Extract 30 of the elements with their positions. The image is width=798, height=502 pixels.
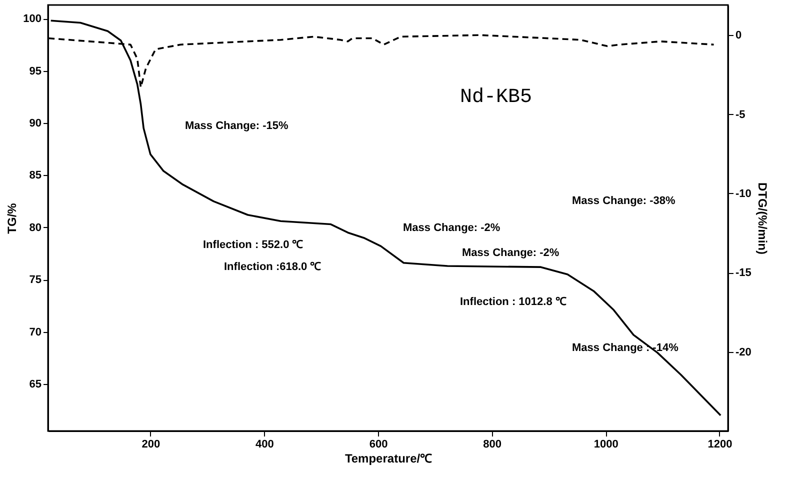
- y-tick-label: 100: [23, 13, 42, 26]
- y2-tick-label: -20: [736, 346, 752, 358]
- x-tick-label: 600: [369, 438, 388, 450]
- x-tick-label: 800: [483, 438, 502, 450]
- annotation: Inflection : 1012.8 ℃: [460, 296, 566, 308]
- x-tick-label: 1000: [594, 438, 618, 450]
- y2-tick-label: -5: [736, 108, 746, 121]
- x-tick-label: 200: [142, 438, 160, 450]
- x-tick-label: 400: [256, 438, 274, 450]
- y-tick-label: 95: [29, 65, 42, 78]
- y-tick-label: 80: [29, 222, 42, 234]
- y-axis-title: TG/%: [5, 202, 20, 234]
- annotation: Mass Change: -15%: [185, 120, 289, 132]
- y-tick-label: 65: [29, 378, 42, 391]
- y2-tick-label: 0: [736, 30, 742, 42]
- annotation: Mass Change: -2%: [462, 247, 560, 259]
- y2-tick-label: -10: [736, 188, 752, 200]
- y2-axis-title: DTG/(%/min): [755, 182, 770, 254]
- y-tick-label: 90: [29, 117, 42, 130]
- annotation: Inflection : 552.0 ℃: [203, 239, 304, 251]
- x-axis-title: Temperature/℃: [344, 452, 432, 466]
- annotation: Nd-KB5: [460, 86, 532, 109]
- annotation: Inflection :618.0 ℃: [224, 261, 322, 273]
- annotation: Mass Change: -2%: [403, 222, 500, 234]
- y2-tick-label: -15: [736, 267, 752, 280]
- x-tick-label: 1200: [708, 438, 732, 450]
- y-tick-label: 85: [29, 170, 42, 182]
- annotation: Mass Change: -38%: [572, 195, 676, 207]
- y-tick-label: 75: [29, 274, 42, 286]
- y-tick-label: 70: [29, 326, 42, 338]
